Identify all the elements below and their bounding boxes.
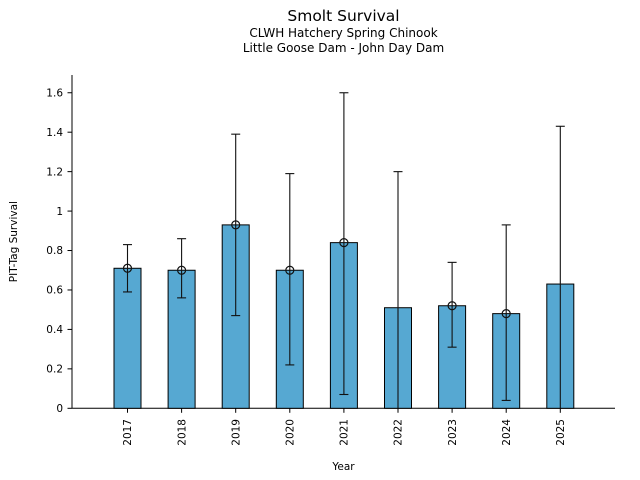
y-tick-label: 0.2 (46, 364, 63, 376)
x-tick-label-2025: 2025 (555, 419, 567, 446)
mean-marker-2018 (177, 265, 187, 275)
mean-marker-2019 (231, 220, 241, 230)
y-tick-label: 1 (56, 206, 63, 218)
x-tick-label-2022: 2022 (393, 419, 405, 446)
x-tick-label-2017: 2017 (122, 419, 134, 446)
y-axis-label: PIT-Tag Survival (8, 201, 20, 282)
title-block: Smolt Survival CLWH Hatchery Spring Chin… (72, 6, 615, 56)
x-tick-label-2023: 2023 (447, 419, 459, 446)
x-axis-label: Year (331, 461, 355, 473)
y-tick-label: 0.8 (46, 245, 63, 257)
chart-subtitle-line2: Little Goose Dam - John Day Dam (242, 41, 445, 55)
mean-marker-2017 (122, 263, 133, 273)
y-tick-label: 1.6 (46, 87, 63, 99)
x-tick-label-2018: 2018 (176, 419, 188, 446)
x-tick-label-2019: 2019 (230, 419, 242, 446)
chart-title: Smolt Survival (287, 7, 400, 25)
x-tick-label-2024: 2024 (501, 419, 513, 446)
mean-marker-2021 (339, 238, 349, 248)
y-tick-label: 0 (56, 403, 63, 415)
mean-marker-2024 (501, 309, 511, 319)
mean-marker-2020 (285, 265, 295, 275)
y-tick-label: 0.6 (46, 285, 63, 297)
y-tick-label: 1.4 (46, 127, 63, 139)
mean-marker-2023 (447, 301, 457, 311)
y-tick-label: 1.2 (46, 166, 63, 178)
y-tick-label: 0.4 (46, 324, 63, 336)
chart-subtitle-line1: CLWH Hatchery Spring Chinook (249, 26, 438, 40)
x-tick-label-2020: 2020 (285, 419, 297, 446)
x-tick-label-2021: 2021 (339, 419, 351, 446)
